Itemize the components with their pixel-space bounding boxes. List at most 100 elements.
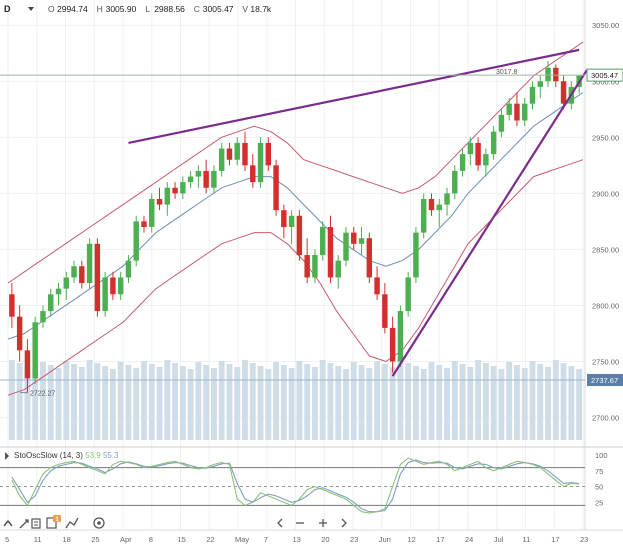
dropdown-caret-icon	[28, 7, 34, 11]
x-tick-label: 17	[551, 535, 559, 544]
price-axis[interactable]: 3050.00 3000.00 2950.00 2900.00 2850.00 2800.…	[0, 21, 623, 423]
ohlc-value: 3005.90	[106, 4, 137, 14]
volume-bar	[249, 363, 256, 440]
chevron-up-button[interactable]	[3, 519, 13, 527]
chart-toolbar[interactable]: 1	[3, 515, 347, 529]
ohlc-value: 2988.56	[154, 4, 185, 14]
volume-bar	[451, 361, 458, 440]
candle-body	[79, 266, 85, 284]
volume-bar	[296, 361, 303, 440]
oscillator-name: StoOscSlow (14, 3)	[14, 451, 85, 460]
volume-bar	[265, 369, 272, 440]
candle-body	[71, 266, 77, 278]
badge	[53, 515, 61, 522]
pointer-tool-button[interactable]	[19, 519, 29, 529]
osc-tick-label: 75	[595, 467, 603, 476]
volume-bar	[8, 360, 15, 440]
candlesticks	[9, 61, 582, 393]
candle-body	[102, 277, 108, 312]
candle-body	[490, 131, 497, 155]
volume-level-tag	[587, 374, 623, 386]
candle-body	[405, 277, 411, 312]
x-tick-label: 15	[178, 535, 186, 544]
candle-body	[86, 243, 93, 284]
candle-body	[9, 294, 15, 317]
indicators-button[interactable]: 1	[46, 515, 61, 529]
candle-body	[273, 165, 279, 211]
volume-bar	[420, 369, 427, 440]
volume-bar	[288, 368, 295, 440]
ohlc-key: O	[48, 4, 55, 14]
x-tick-label: 11	[34, 535, 42, 544]
candle-body	[250, 165, 256, 183]
volume-bar	[133, 368, 140, 440]
volume-bar	[343, 369, 349, 440]
candle-body	[133, 221, 139, 261]
volume-bar	[141, 361, 147, 440]
trendlines[interactable]	[128, 48, 588, 377]
candle-body	[452, 170, 458, 194]
volume-bar	[428, 362, 435, 440]
scroll-left-button[interactable]	[277, 518, 283, 528]
candle-body	[506, 103, 512, 115]
volume-bar	[529, 361, 536, 440]
x-tick-label: Jun	[379, 535, 391, 544]
chevron-right-icon	[341, 518, 347, 528]
camera-icon	[93, 517, 105, 529]
volume-bar	[444, 368, 450, 440]
x-tick-label: 22	[206, 535, 214, 544]
trendline-upper	[128, 48, 580, 144]
candle-body	[459, 154, 466, 171]
candle-body	[312, 255, 318, 278]
candle-body	[156, 198, 163, 205]
volume-bar	[405, 363, 412, 440]
time-axis[interactable]: 5 11 18 25 Apr 8 15 22 May 7 13 20 23 Jun 12 17 24 Jul 11 1…	[5, 535, 588, 544]
osc-tick-label: 50	[595, 483, 603, 492]
candle-body	[382, 294, 388, 328]
volume-bar	[226, 364, 233, 440]
volume-bar	[327, 363, 334, 440]
camera-button[interactable]	[93, 517, 105, 529]
y-tick-label: 2800.00	[592, 301, 619, 310]
candle-body	[203, 170, 209, 188]
volume-bar	[412, 366, 419, 440]
volume-bar	[102, 366, 109, 440]
candle-body	[475, 142, 481, 166]
candle-body	[110, 277, 116, 295]
candle-body	[195, 170, 202, 177]
zoom-in-button[interactable]	[319, 519, 327, 527]
ohlc-value: 3005.47	[203, 4, 234, 14]
volume-bar	[234, 367, 241, 440]
oscillator-pane: 100 75 50 25 StoOscSlow (14, 3) 53.9 55.3	[0, 451, 608, 514]
chart-type-button[interactable]	[65, 517, 79, 529]
oscillator-title: StoOscSlow (14, 3) 53.9 55.3	[14, 451, 119, 460]
volume-bar	[24, 366, 31, 440]
x-tick-label: 8	[149, 535, 153, 544]
candle-body	[187, 176, 194, 183]
candle-body	[343, 232, 349, 261]
y-tick-label: 2700.00	[592, 414, 619, 423]
volume-bar	[374, 361, 381, 440]
volume-bar	[172, 363, 179, 440]
price-tag-label: 3005.47	[591, 71, 618, 80]
volume-bar	[568, 366, 575, 440]
layers-button[interactable]	[31, 518, 41, 529]
candle-body	[164, 187, 171, 205]
candle-body	[553, 67, 559, 82]
y-tick-label: 2900.00	[592, 189, 619, 198]
candle-body	[48, 294, 54, 312]
volume-bar	[381, 364, 388, 440]
stoch-k-line	[11, 457, 580, 514]
low-label: 2722.27	[30, 391, 55, 398]
candle-body	[327, 227, 334, 278]
volume-bar	[304, 364, 311, 440]
candle-body	[436, 204, 442, 211]
volume-bar	[94, 363, 101, 440]
candle-body	[16, 316, 23, 351]
y-tick-label: 2750.00	[592, 358, 619, 367]
scroll-right-button[interactable]	[341, 518, 347, 528]
volume-bar	[506, 362, 513, 440]
candle-body	[545, 67, 551, 82]
x-tick-label: 13	[293, 535, 301, 544]
